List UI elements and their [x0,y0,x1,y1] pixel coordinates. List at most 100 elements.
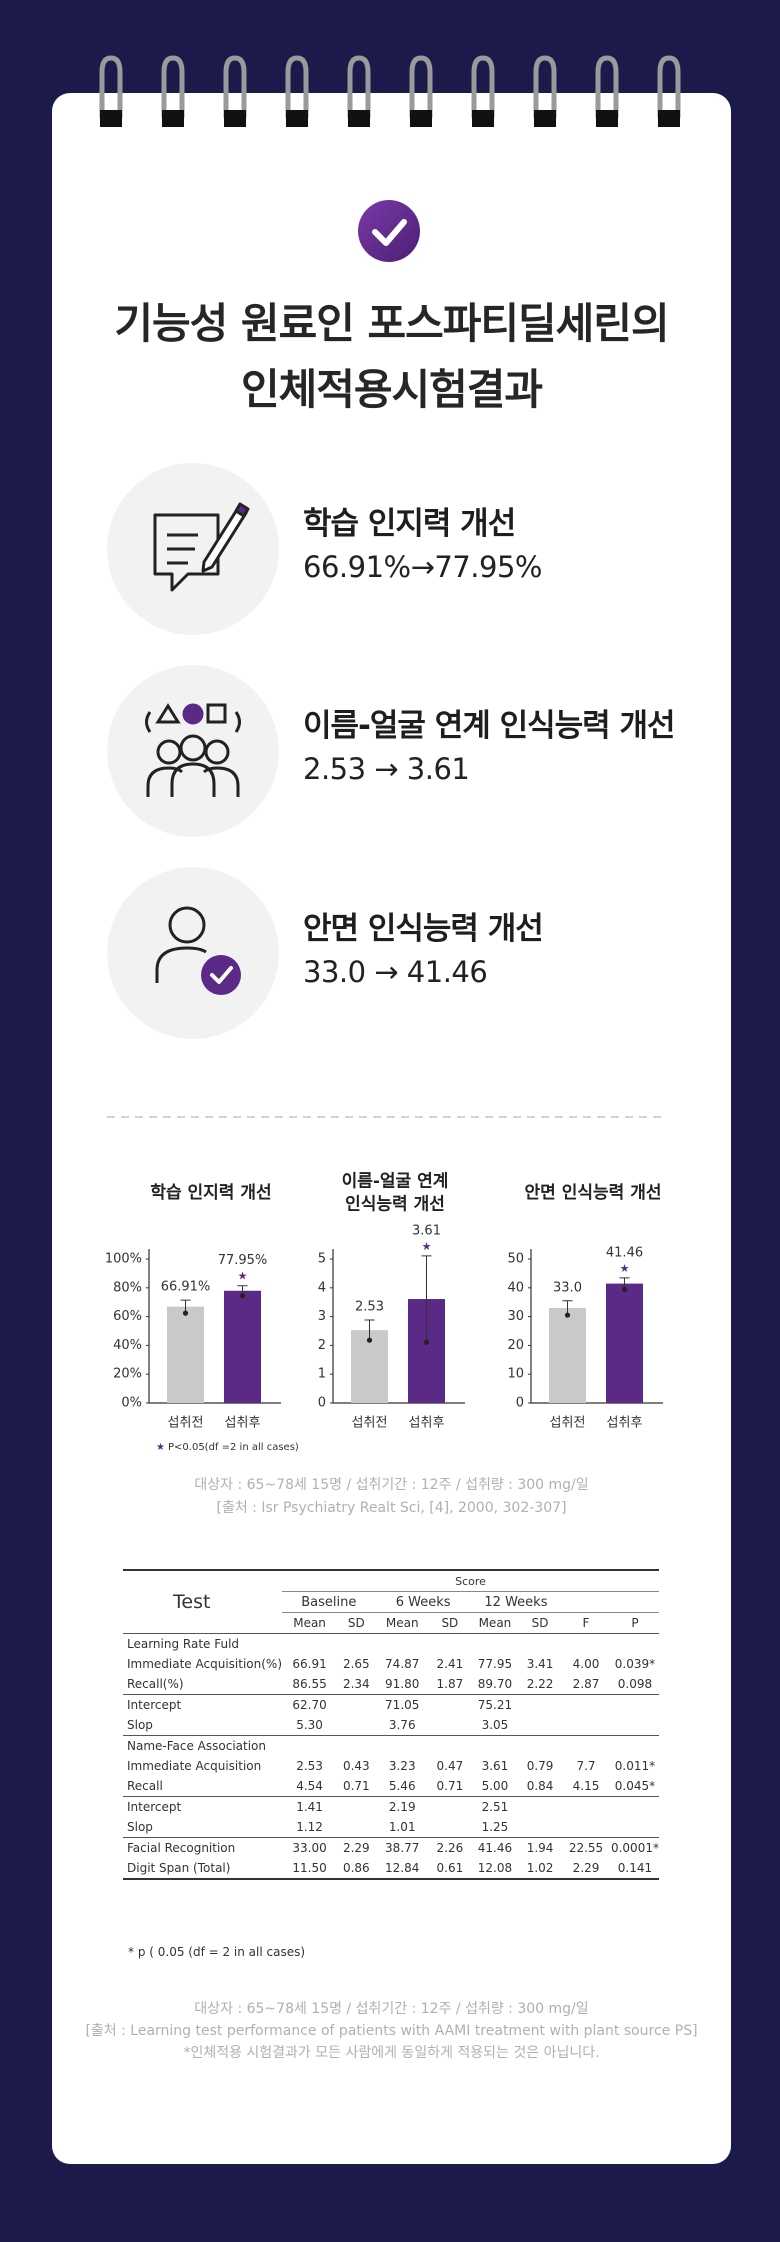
check-mark [210,966,233,984]
table-cell [611,1715,659,1736]
table-row: Intercept 1.41 2.19 2.51 [123,1796,659,1817]
value-label: 77.95% [218,1253,268,1268]
binder-rings [99,55,681,127]
ring [99,55,123,118]
ring [471,55,495,118]
table-cell: 0.098 [617,1677,653,1691]
y-tick-label: 20 [507,1338,524,1353]
table-cell: 5.30 [296,1718,323,1732]
header-row: Mean SD Mean SD Mean SD F P [123,1612,659,1634]
table-cell [561,1796,611,1817]
x-tick-label: 섭취후 [409,1416,445,1431]
ring [161,55,185,118]
table-cell: 22.55 [561,1837,611,1858]
chart-title: 학습 인지력 개선 [150,1183,271,1203]
table-cell: 33.00 [282,1837,338,1858]
feature-value: 66.91%→77.95% [303,550,542,584]
table-cell [337,1817,375,1838]
table-cell: 5.46 [388,1779,416,1793]
error-dot [564,1312,571,1318]
check-badge [358,200,420,262]
y-tick-label: 80% [113,1280,142,1295]
y-tick-label: 40% [113,1338,142,1353]
table-cell: 1.25 [481,1820,509,1834]
row-label: Recall [127,1779,163,1793]
value-label: 41.46 [606,1245,643,1260]
table-cell: 2.53 [296,1759,323,1773]
y-tick-label: 50 [507,1252,524,1267]
x-tick-label: 섭취전 [352,1416,388,1431]
row-label: Facial Recognition [123,1837,282,1858]
icon-bg [107,867,279,1039]
table-row: Recall(%) 86.55 2.34 91.80 1.87 89.70 2.22 2.87… [123,1674,659,1695]
table-cell: 71.05 [375,1694,429,1715]
table-cell: 77.95 [477,1657,513,1671]
x-tick-label: 섭취후 [225,1416,261,1431]
table-cell: 5.00 [481,1779,509,1793]
table-cell: 91.80 [385,1677,420,1691]
ring [409,55,433,118]
value-label: 3.61 [412,1223,441,1238]
table-cell: 7.7 [576,1759,596,1773]
table-cell: 41.46 [470,1837,520,1858]
y-tick-label: 100% [105,1252,142,1267]
y-tick-label: 60% [113,1309,142,1324]
y-tick-label: 30 [507,1309,524,1324]
ring-base [410,110,432,127]
ring [595,55,619,118]
header-cell [561,1591,659,1613]
table-cell: 74.87 [385,1657,420,1671]
table-row: Intercept 62.70 71.05 75.21 [123,1694,659,1715]
bar [606,1283,643,1403]
table-cell: 1.12 [296,1820,323,1834]
disclaimer-line: [출처 : Learning test performance of patie… [85,2023,698,2039]
ring-base [100,110,122,127]
table-footnote: * p ( 0.05 (df = 2 in all cases) [128,1945,306,1959]
error-bar [364,1319,375,1341]
table-cell: 0.71 [342,1779,370,1793]
group-row: Learning Rate Fuld [123,1634,659,1655]
table-cell [428,1694,471,1715]
table-cell: 38.77 [375,1837,429,1858]
table-cell: 2.29 [561,1858,611,1880]
title-line: 기능성 원료인 포스파티딜세린의 [114,299,669,348]
table-cell: 0.045* [614,1779,656,1793]
table-cell [611,1817,659,1838]
table-cell: 4.15 [572,1779,600,1793]
legend-text: P<0.05(df =2 in all cases) [168,1442,299,1453]
user-check-icon [155,906,207,983]
table-cell: 1.41 [282,1796,338,1817]
table-cell: 0.61 [428,1858,471,1880]
header-cell: 12 Weeks [470,1591,562,1613]
row-label: Recall(%) [127,1677,184,1691]
y-tick-label: 20% [113,1367,142,1382]
error-dot [621,1286,628,1292]
header-cell: Mean [375,1612,429,1634]
table-cell [337,1796,376,1817]
table-cell: 3.41 [526,1657,554,1671]
table-cell [428,1796,471,1817]
legend-symbol: ★ [156,1442,165,1453]
table-cell: 0.141 [610,1858,659,1880]
table-cell [519,1694,562,1715]
table-row: Immediate Acquisition 2.53 0.43 3.23 0.47 3.6… [123,1756,659,1776]
table-cell [610,1694,659,1715]
table-cell: 2.87 [572,1677,600,1691]
results-table: Test Score Baseline 6 Weeks 12 Weeks Mean SD Me… [123,1569,659,1880]
x-tick-label: 섭취전 [168,1416,204,1431]
error-dot [423,1339,430,1345]
table-cell [519,1817,561,1838]
table-cell: 2.26 [428,1837,471,1858]
bar [549,1307,586,1403]
ring [285,55,309,118]
ring-base [534,110,556,127]
table-cell: 1.02 [519,1858,562,1880]
table-cell: 86.55 [292,1677,327,1691]
significance-star: ★ [422,1240,432,1253]
feature-value: 33.0 → 41.46 [303,955,488,989]
table-cell [337,1715,375,1736]
chart-title: 안면 인식능력 개선 [525,1183,662,1203]
table-cell: 0.039* [614,1657,656,1671]
y-tick-label: 0 [516,1396,524,1411]
